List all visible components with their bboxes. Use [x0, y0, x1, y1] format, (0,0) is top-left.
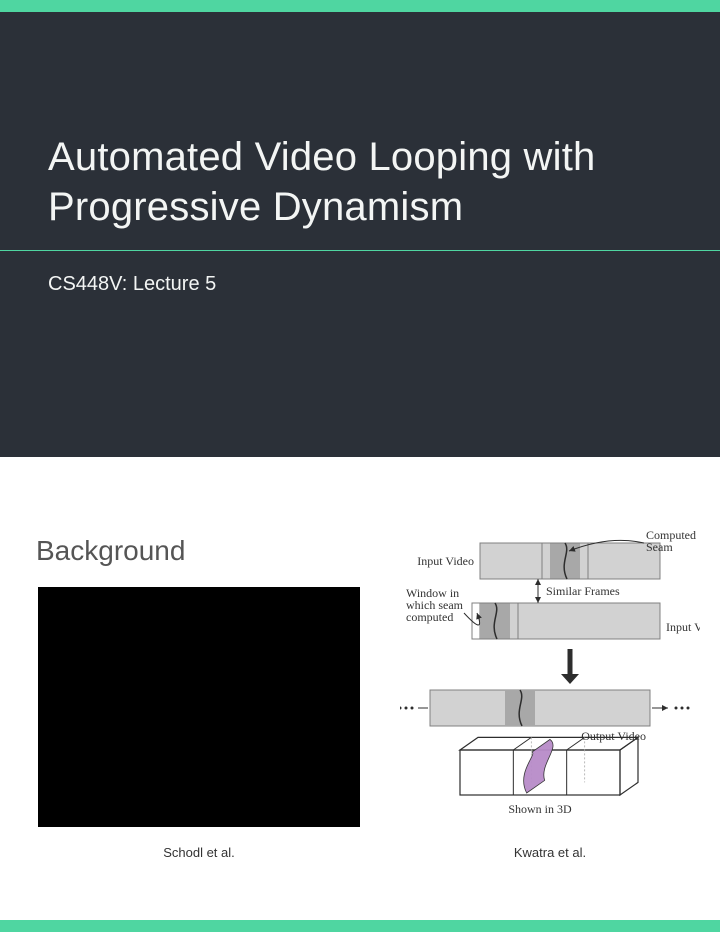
svg-text:Seam: Seam [646, 540, 673, 554]
svg-text:Shown in 3D: Shown in 3D [508, 802, 572, 816]
svg-text:Similar Frames: Similar Frames [546, 584, 620, 598]
svg-text:Output Video: Output Video [581, 729, 646, 743]
svg-text:Input Video: Input Video [666, 620, 700, 634]
presentation-title: Automated Video Looping with Progressive… [48, 132, 672, 232]
svg-text:Input Video: Input Video [417, 554, 474, 568]
left-figure-caption: Schodl et al. [38, 845, 360, 860]
page: Automated Video Looping with Progressive… [0, 0, 720, 932]
slide-heading: Background [36, 535, 185, 567]
svg-text:computed: computed [406, 610, 453, 624]
background-slide: Background Schodl et al. Input VideoComp… [0, 457, 720, 932]
left-figure-placeholder [38, 587, 360, 827]
right-figure-caption: Kwatra et al. [400, 845, 700, 860]
title-divider [0, 250, 720, 251]
title-slide: Automated Video Looping with Progressive… [0, 0, 720, 457]
right-figure-diagram: Input VideoComputedSeamInput VideoSimila… [400, 525, 700, 835]
presentation-subtitle: CS448V: Lecture 5 [48, 273, 672, 296]
bottom-accent-bar [0, 920, 720, 932]
